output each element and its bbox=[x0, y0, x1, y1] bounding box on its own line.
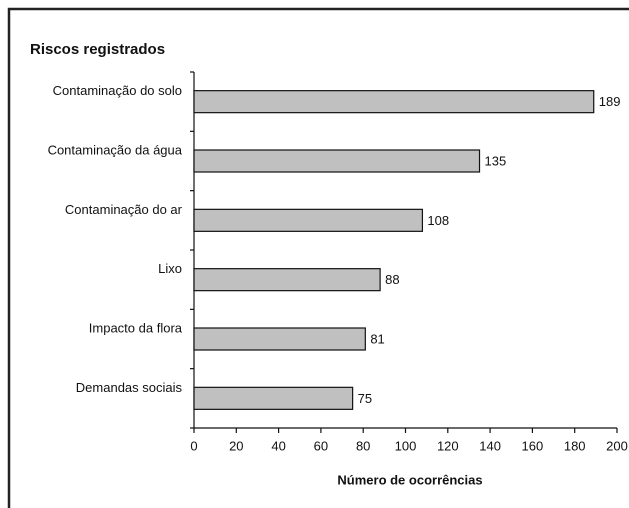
value-label: 135 bbox=[485, 153, 507, 168]
frame bbox=[7, 7, 629, 508]
bar bbox=[193, 268, 381, 292]
x-tick-label: 100 bbox=[395, 438, 417, 453]
x-tick-label: 80 bbox=[356, 438, 370, 453]
value-label: 108 bbox=[427, 213, 449, 228]
bar bbox=[193, 149, 481, 173]
x-tick-label: 160 bbox=[522, 438, 544, 453]
bar bbox=[193, 386, 354, 410]
x-axis-label: Número de ocorrências bbox=[337, 472, 482, 487]
value-label: 81 bbox=[370, 331, 384, 346]
value-label: 189 bbox=[599, 94, 621, 109]
x-tick-label: 120 bbox=[437, 438, 459, 453]
value-label: 88 bbox=[385, 272, 399, 287]
x-tick-label: 140 bbox=[479, 438, 501, 453]
x-tick-label: 180 bbox=[564, 438, 586, 453]
x-tick-label: 60 bbox=[314, 438, 328, 453]
value-label: 75 bbox=[358, 391, 372, 406]
x-tick-label: 20 bbox=[229, 438, 243, 453]
x-tick-label: 200 bbox=[606, 438, 628, 453]
x-tick-label: 40 bbox=[271, 438, 285, 453]
y-tick-label: Contaminação do ar bbox=[65, 202, 183, 217]
y-tick-label: Contaminação da água bbox=[48, 142, 183, 157]
y-tick-label: Lixo bbox=[158, 261, 182, 276]
bar bbox=[193, 90, 595, 114]
x-tick-label: 0 bbox=[190, 438, 197, 453]
bar bbox=[193, 208, 424, 232]
y-tick-label: Impacto da flora bbox=[89, 320, 183, 335]
y-tick-label: Contaminação do solo bbox=[53, 83, 182, 98]
bar bbox=[193, 327, 366, 351]
y-tick-label: Demandas sociais bbox=[76, 380, 183, 395]
chart-title: Riscos registrados bbox=[30, 41, 165, 58]
